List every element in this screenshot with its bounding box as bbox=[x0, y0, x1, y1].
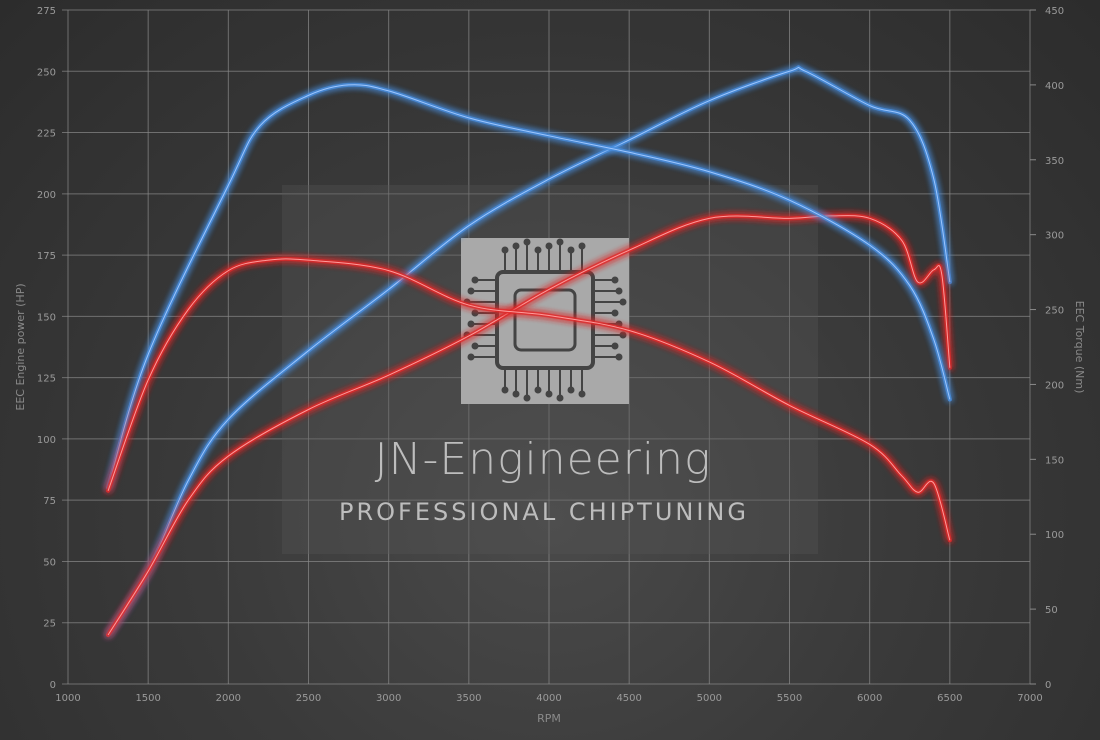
y-tick-label: 75 bbox=[43, 496, 56, 507]
x-tick-label: 4000 bbox=[536, 693, 561, 704]
y2-tick-label: 200 bbox=[1045, 380, 1064, 391]
chip-pin-end bbox=[512, 242, 520, 250]
chip-logo bbox=[461, 238, 629, 404]
chip-pin-end bbox=[467, 320, 475, 328]
series-line-core-2 bbox=[107, 84, 951, 488]
chip-pin-end bbox=[578, 390, 586, 398]
y-tick-label: 225 bbox=[37, 129, 56, 140]
watermark: JN-Engineering PROFESSIONAL CHIPTUNING bbox=[282, 185, 818, 554]
chip-pin-end bbox=[545, 242, 553, 250]
x-tick-label: 1500 bbox=[135, 693, 160, 704]
chip-pin-end bbox=[471, 342, 479, 350]
y2-tick-label: 150 bbox=[1045, 455, 1064, 466]
chip-pin-end bbox=[534, 246, 542, 254]
x-tick-label: 6500 bbox=[937, 693, 962, 704]
x-tick-label: 3500 bbox=[456, 693, 481, 704]
y-tick-label: 125 bbox=[37, 374, 56, 385]
y-axis-label: EEC Engine power (HP) bbox=[14, 283, 27, 410]
y2-axis-label: EEC Torque (Nm) bbox=[1073, 301, 1086, 394]
x-tick-label: 2500 bbox=[296, 693, 321, 704]
chip-pin-end bbox=[578, 242, 586, 250]
chip-pin-end bbox=[534, 386, 542, 394]
chip-pin-end bbox=[556, 238, 564, 246]
chip-pin-end bbox=[567, 386, 575, 394]
y-tick-label: 275 bbox=[37, 6, 56, 17]
x-tick-label: 6000 bbox=[857, 693, 882, 704]
grid bbox=[62, 9, 1036, 685]
chip-pin-end bbox=[615, 353, 623, 361]
chip-pin-end bbox=[545, 390, 553, 398]
axis-ticks: 1000 1500 2000 2500 3000 3500 4000 4500 5000 5500… bbox=[37, 6, 1064, 704]
y2-tick-label: 250 bbox=[1045, 306, 1064, 317]
chip-pin-end bbox=[567, 246, 575, 254]
chip-pin-end bbox=[501, 386, 509, 394]
chip-pin-end bbox=[471, 309, 479, 317]
y-tick-label: 0 bbox=[50, 680, 56, 691]
chip-pin-end bbox=[467, 353, 475, 361]
y2-tick-label: 0 bbox=[1045, 680, 1051, 691]
chip-pin-end bbox=[467, 287, 475, 295]
series-lines bbox=[106, 65, 952, 637]
x-tick-label: 4500 bbox=[616, 693, 641, 704]
y2-tick-label: 400 bbox=[1045, 81, 1064, 92]
y-tick-label: 250 bbox=[37, 67, 56, 78]
chip-pin-end bbox=[501, 246, 509, 254]
x-tick-label: 1000 bbox=[55, 693, 80, 704]
x-tick-label: 7000 bbox=[1017, 693, 1042, 704]
series-line-core-0 bbox=[107, 66, 951, 636]
y-tick-label: 100 bbox=[37, 435, 56, 446]
x-tick-label: 3000 bbox=[376, 693, 401, 704]
x-tick-label: 5000 bbox=[697, 693, 722, 704]
y-tick-label: 25 bbox=[43, 619, 56, 630]
series-line-core-3 bbox=[107, 258, 951, 541]
chip-pin-end bbox=[611, 276, 619, 284]
chip-pin-end bbox=[556, 394, 564, 402]
x-tick-label: 2000 bbox=[216, 693, 241, 704]
x-axis-label: RPM bbox=[537, 712, 561, 725]
y-tick-label: 50 bbox=[43, 557, 56, 568]
chip-pin-end bbox=[619, 331, 627, 339]
chip-pin-end bbox=[615, 287, 623, 295]
chip-pin-end bbox=[611, 309, 619, 317]
y-tick-label: 150 bbox=[37, 312, 56, 323]
y2-tick-label: 50 bbox=[1045, 605, 1058, 616]
y-tick-label: 200 bbox=[37, 190, 56, 201]
series-line-core-1 bbox=[107, 215, 951, 636]
x-tick-label: 5500 bbox=[777, 693, 802, 704]
y2-tick-label: 450 bbox=[1045, 6, 1064, 17]
chip-pin-end bbox=[619, 298, 627, 306]
watermark-title: JN-Engineering bbox=[375, 434, 712, 485]
y2-tick-label: 300 bbox=[1045, 231, 1064, 242]
y2-tick-label: 100 bbox=[1045, 530, 1064, 541]
y2-tick-label: 350 bbox=[1045, 156, 1064, 167]
chip-pin-end bbox=[611, 342, 619, 350]
chip-pin-end bbox=[471, 276, 479, 284]
chip-pin-end bbox=[512, 390, 520, 398]
watermark-subtitle: PROFESSIONAL CHIPTUNING bbox=[339, 498, 749, 526]
chip-pin-end bbox=[523, 238, 531, 246]
y-tick-label: 175 bbox=[37, 251, 56, 262]
chip-pin-end bbox=[523, 394, 531, 402]
